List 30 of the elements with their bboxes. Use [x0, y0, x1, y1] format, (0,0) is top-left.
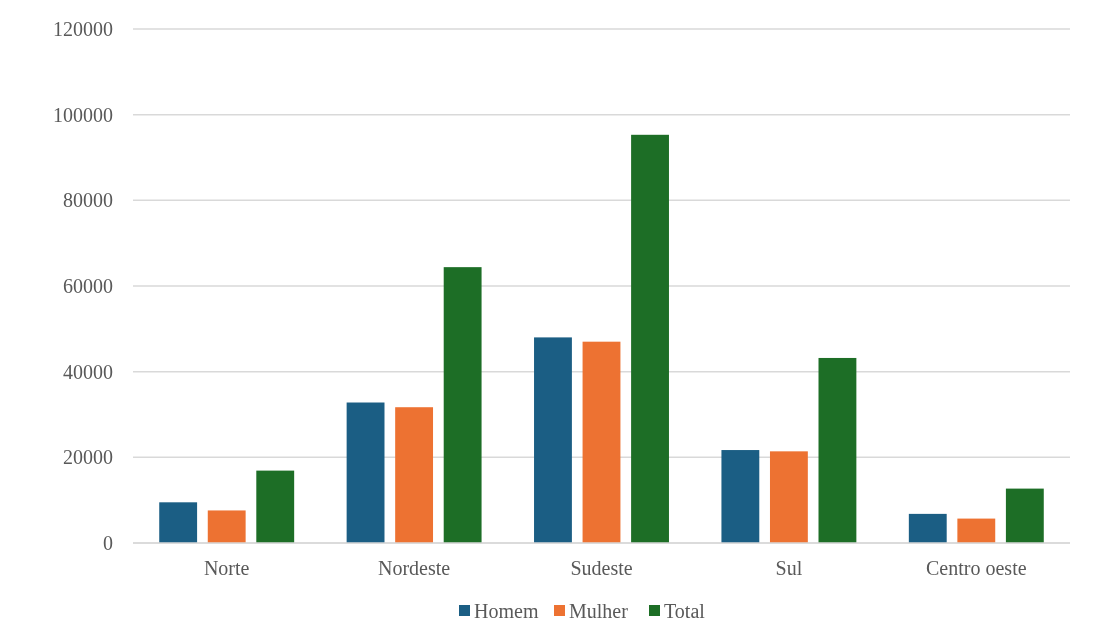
bar	[534, 337, 572, 543]
bar	[721, 450, 760, 543]
x-tick-label: Sul	[775, 557, 803, 579]
bar	[256, 470, 295, 543]
x-tick-label: Sudeste	[570, 557, 633, 579]
legend-label: Mulher	[569, 600, 629, 622]
x-tick-label: Norte	[203, 557, 250, 579]
bar	[631, 134, 669, 543]
y-tick-label: 80000	[63, 189, 113, 212]
bar	[443, 267, 482, 543]
bar	[395, 407, 434, 543]
x-tick-label: Nordeste	[378, 557, 451, 579]
y-tick-label: 120000	[53, 18, 113, 40]
bar	[769, 451, 808, 543]
legend-label: Total	[664, 600, 706, 622]
bar	[582, 341, 621, 543]
y-tick-label: 40000	[63, 360, 113, 383]
legend-label: Homem	[474, 600, 539, 622]
bar	[1005, 488, 1044, 543]
bar	[908, 513, 947, 543]
bar	[818, 357, 857, 543]
y-tick-label: 20000	[63, 446, 113, 469]
y-tick-label: 100000	[53, 103, 113, 126]
y-tick-label: 0	[103, 532, 113, 554]
bar	[957, 518, 996, 543]
bar	[346, 402, 385, 543]
bar	[159, 502, 198, 543]
bar	[207, 510, 246, 543]
y-tick-label: 60000	[63, 275, 113, 297]
x-tick-label: Centro oeste	[926, 557, 1027, 579]
